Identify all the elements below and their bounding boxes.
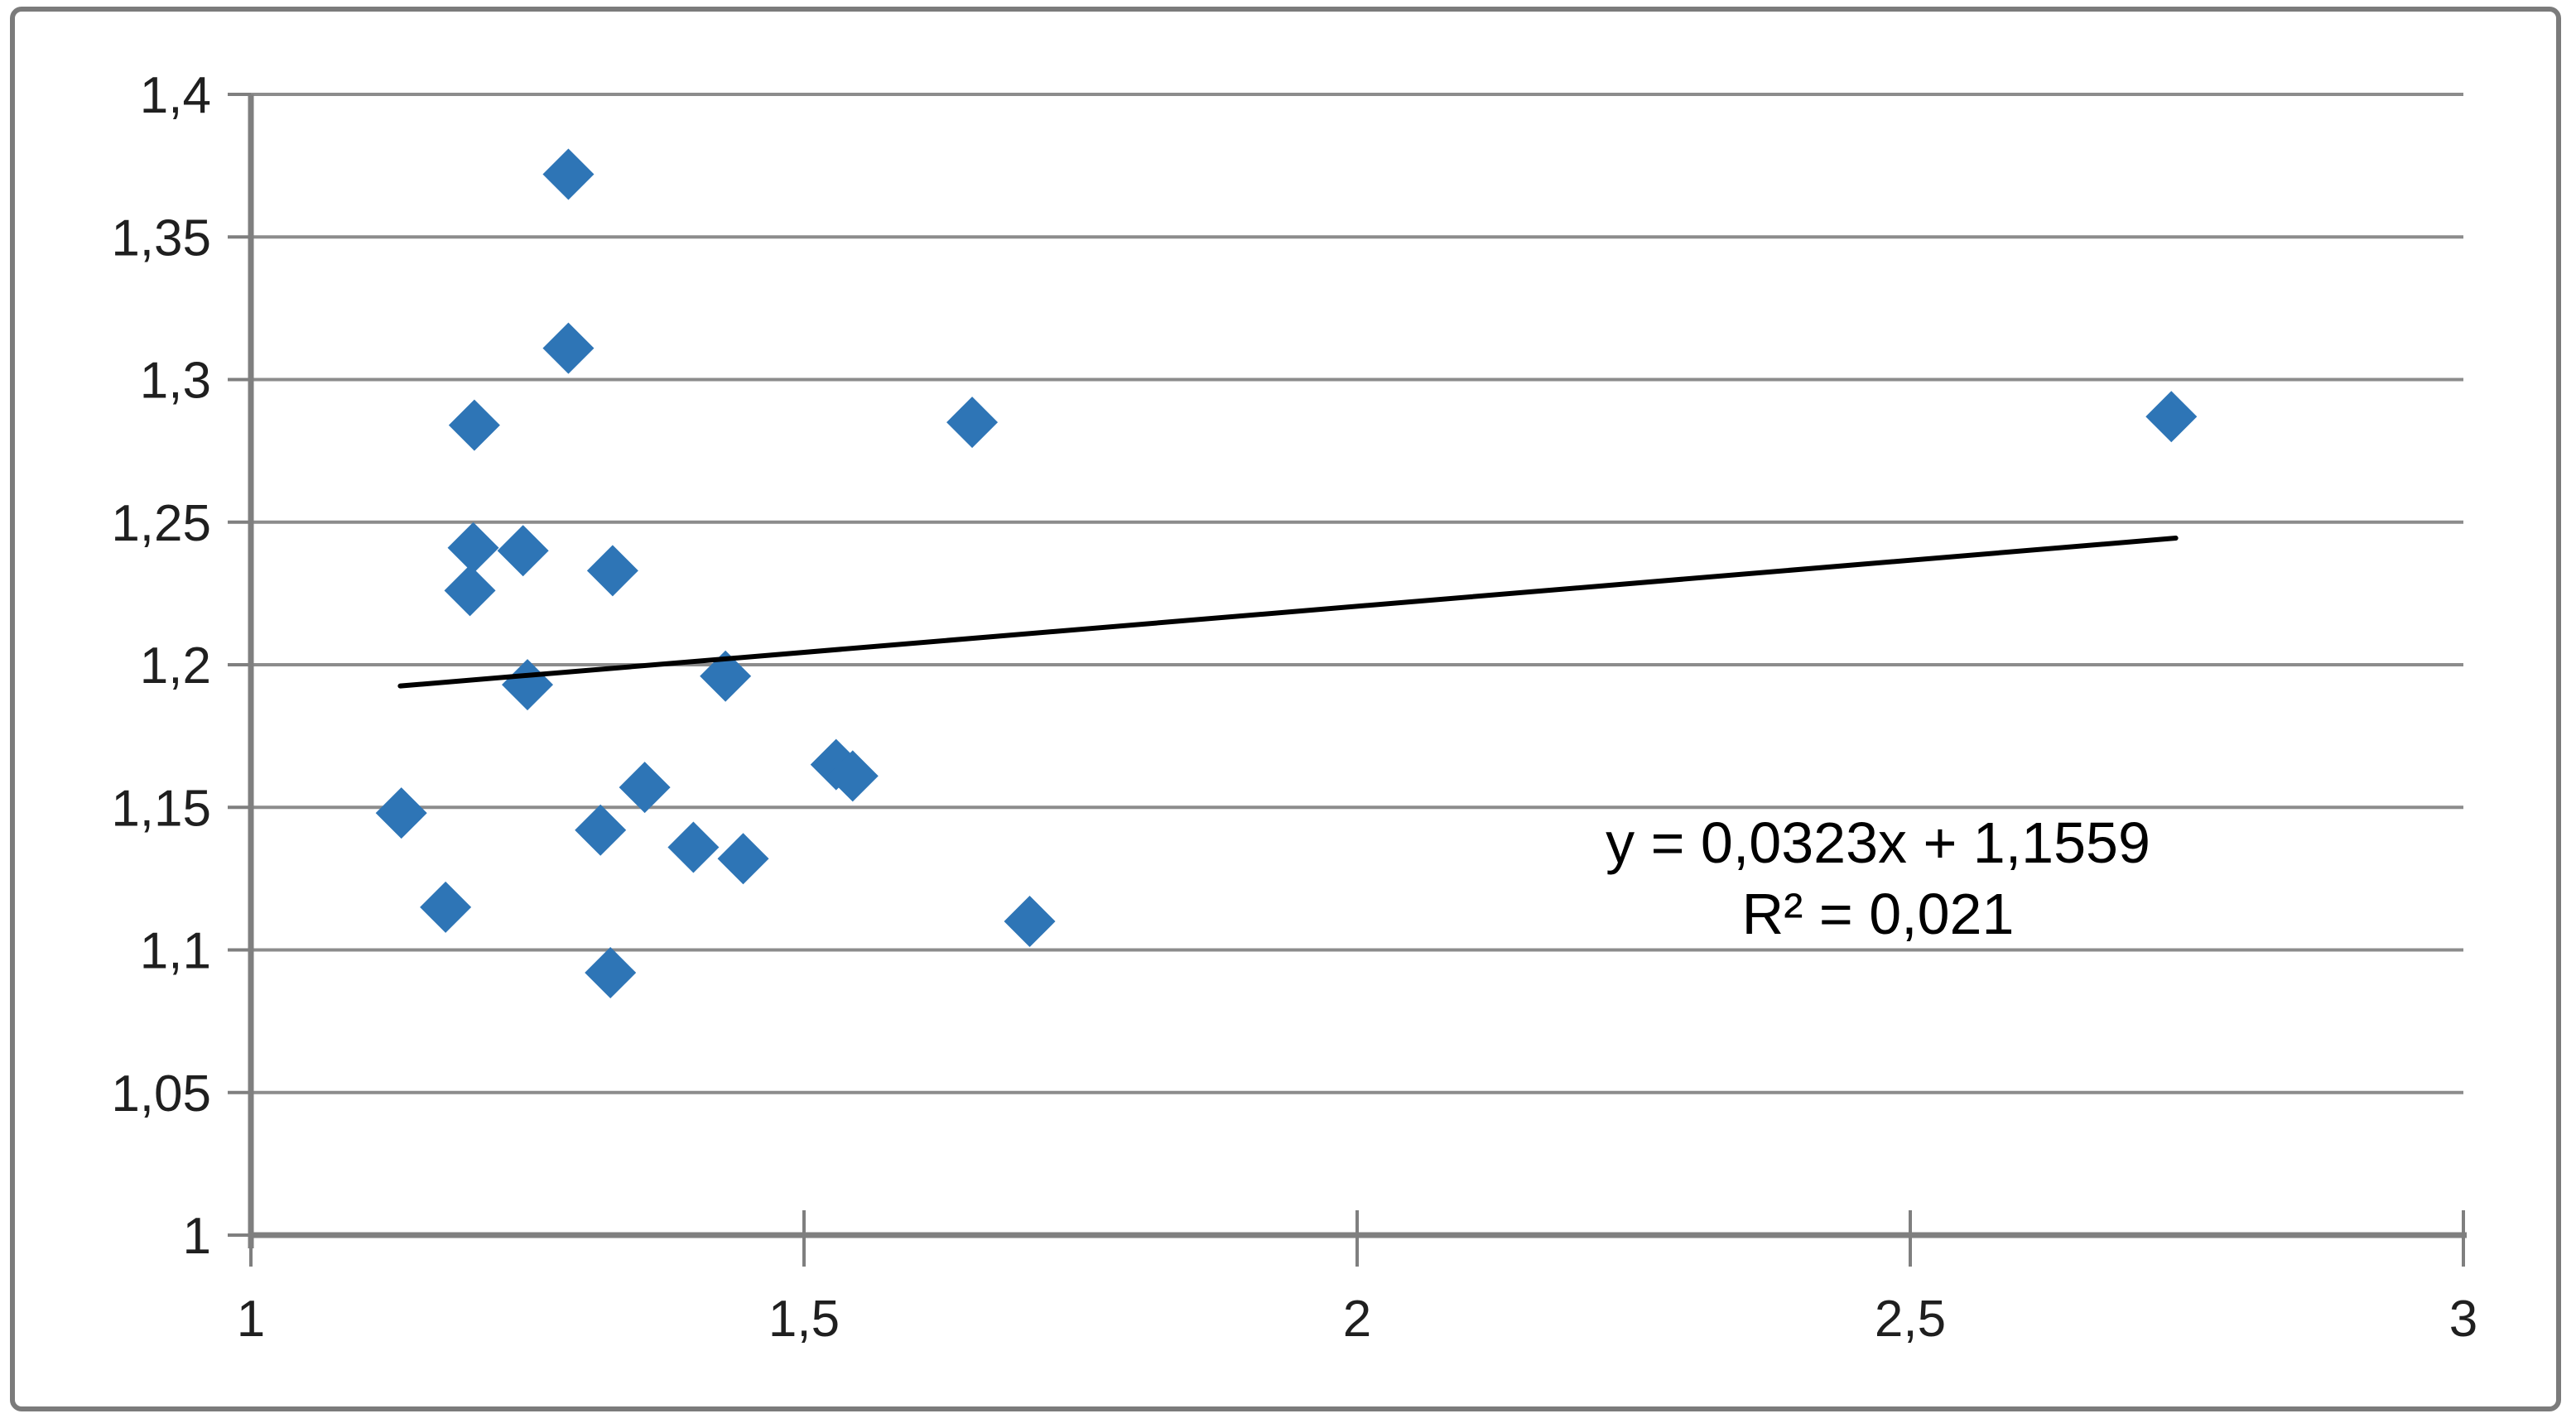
x-tick-label: 1,5 xyxy=(768,1291,840,1348)
data-point xyxy=(420,881,472,933)
data-point xyxy=(542,148,595,200)
data-point xyxy=(619,762,671,814)
data-point xyxy=(700,650,752,702)
y-tick-label: 1,25 xyxy=(111,495,211,552)
y-tick-label: 1,15 xyxy=(111,780,211,837)
trendline xyxy=(397,536,2179,689)
data-point xyxy=(497,525,549,577)
data-point xyxy=(717,833,769,885)
r-squared-label: R² = 0,021 xyxy=(1741,882,2015,946)
data-point xyxy=(585,947,637,999)
data-point xyxy=(2145,391,2198,443)
y-tick-label: 1,35 xyxy=(111,209,211,267)
trend-equation-label: y = 0,0323x + 1,1559 xyxy=(1606,810,2150,875)
y-tick-label: 1,2 xyxy=(140,637,211,695)
y-tick-label: 1,4 xyxy=(140,67,211,124)
x-tick-label: 3 xyxy=(2449,1291,2477,1348)
data-point xyxy=(542,322,595,374)
data-point xyxy=(575,804,627,856)
data-point xyxy=(375,787,427,839)
x-tick-label: 2 xyxy=(1343,1291,1371,1348)
data-point xyxy=(447,522,499,574)
data-point xyxy=(1004,896,1056,948)
data-point xyxy=(667,821,720,873)
chart-frame xyxy=(10,7,2561,1411)
x-tick-label: 2,5 xyxy=(1875,1291,1946,1348)
data-point xyxy=(444,565,496,617)
y-tick-label: 1,05 xyxy=(111,1065,211,1123)
data-point xyxy=(946,397,999,449)
data-point xyxy=(502,659,553,711)
data-point xyxy=(448,399,500,451)
data-point xyxy=(826,750,879,802)
y-tick-label: 1,1 xyxy=(140,923,211,980)
y-tick-label: 1,3 xyxy=(140,353,211,410)
x-tick-label: 1 xyxy=(237,1291,265,1348)
y-tick-label: 1 xyxy=(183,1208,211,1265)
data-point xyxy=(586,545,638,597)
